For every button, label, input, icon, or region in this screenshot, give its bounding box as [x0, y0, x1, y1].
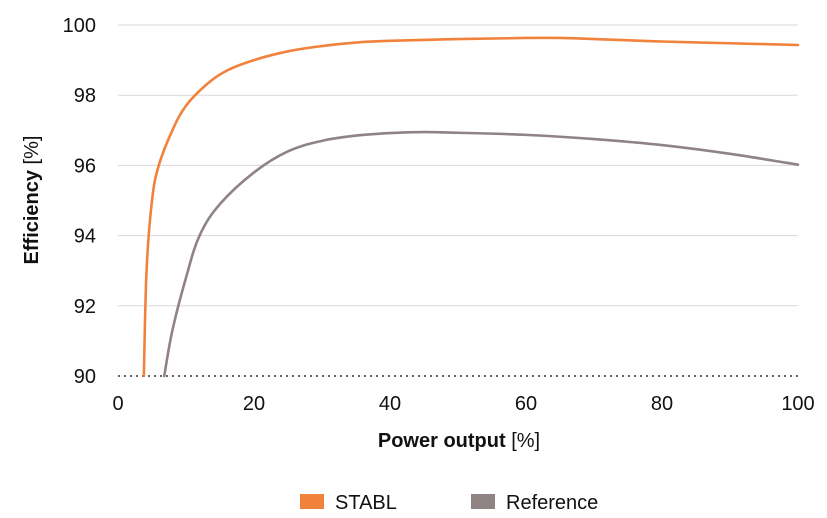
series-line-reference [162, 130, 800, 378]
y-tick-labels: 90 92 94 96 98 100 [63, 15, 96, 388]
y-tick-label: 92 [74, 296, 96, 318]
y-axis-title-text: Efficiency [21, 169, 43, 264]
legend-item: Reference [471, 492, 598, 514]
x-axis-title: Power output [%] [378, 430, 540, 452]
x-axis-title-unit: [%] [511, 430, 540, 452]
x-tick-label: 80 [651, 393, 673, 415]
legend-label: Reference [506, 492, 598, 513]
x-tick-label: 20 [243, 393, 265, 415]
x-tick-label: 0 [112, 393, 123, 415]
y-tick-label: 90 [74, 366, 96, 388]
y-tick-label: 96 [74, 155, 96, 177]
y-axis-title: Efficiency [%] [21, 136, 43, 265]
legend-item: STABL [300, 492, 397, 514]
legend: STABL Reference [300, 492, 598, 514]
grid-lines [118, 24, 798, 377]
legend-swatch [300, 494, 324, 509]
legend-label: STABL [335, 492, 397, 513]
x-tick-labels: 0 20 40 60 80 100 [112, 393, 814, 415]
y-tick-label: 94 [74, 226, 96, 248]
y-tick-label: 100 [63, 15, 96, 37]
series-line-stabl [142, 36, 800, 378]
x-tick-label: 60 [515, 393, 537, 415]
series-lines [142, 36, 800, 378]
y-axis-title-unit: [%] [21, 136, 43, 165]
y-tick-label: 98 [74, 85, 96, 107]
x-axis-title-text: Power output [378, 430, 506, 452]
x-tick-label: 100 [781, 393, 814, 415]
legend-swatch [471, 494, 495, 509]
x-tick-label: 40 [379, 393, 401, 415]
